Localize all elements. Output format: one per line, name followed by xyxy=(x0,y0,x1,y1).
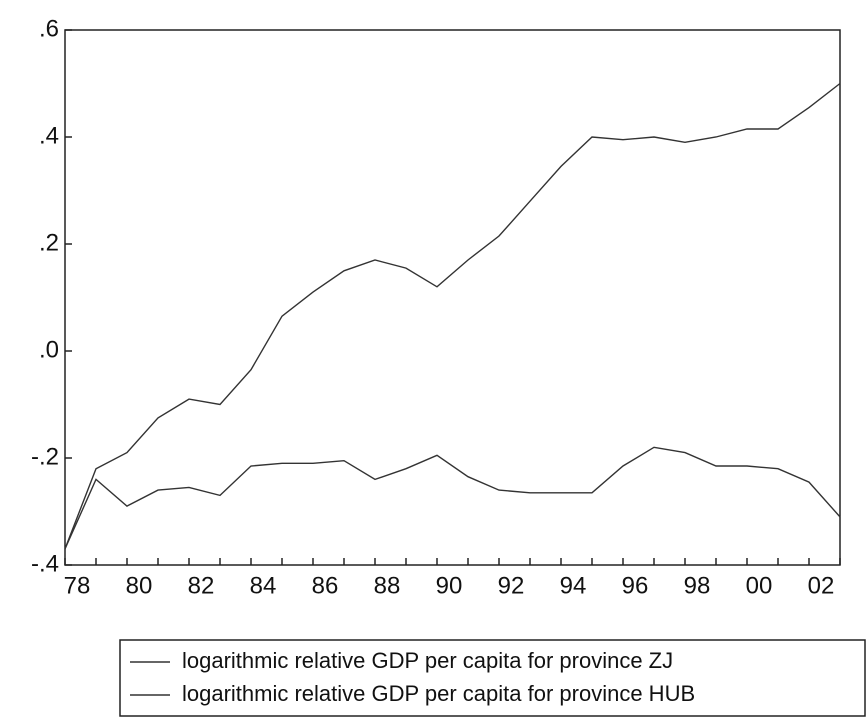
x-tick-label: 80 xyxy=(126,572,153,599)
x-tick-label: 90 xyxy=(436,572,463,599)
legend-label: logarithmic relative GDP per capita for … xyxy=(182,681,695,706)
x-tick-label: 88 xyxy=(374,572,401,599)
legend-box xyxy=(119,639,866,717)
legend-label: logarithmic relative GDP per capita for … xyxy=(182,648,673,673)
x-tick-label: 00 xyxy=(746,572,773,599)
y-tick-label: -.2 xyxy=(31,443,59,470)
x-tick-label: 84 xyxy=(250,572,277,599)
y-tick-label: .6 xyxy=(39,15,59,42)
x-tick-label: 86 xyxy=(312,572,339,599)
x-tick-label: 78 xyxy=(64,572,91,599)
plot-frame xyxy=(64,29,841,566)
y-tick-label: -.4 xyxy=(31,550,59,577)
y-tick-label: .2 xyxy=(39,229,59,256)
x-tick-label: 98 xyxy=(684,572,711,599)
x-tick-label: 96 xyxy=(622,572,649,599)
series-line xyxy=(64,82,841,550)
x-tick-label: 92 xyxy=(498,572,525,599)
y-tick-label: .4 xyxy=(39,122,59,149)
x-tick-label: 82 xyxy=(188,572,215,599)
x-tick-label: 02 xyxy=(808,572,835,599)
x-tick-label: 94 xyxy=(560,572,587,599)
series-line xyxy=(64,446,841,550)
y-tick-label: .0 xyxy=(39,336,59,363)
